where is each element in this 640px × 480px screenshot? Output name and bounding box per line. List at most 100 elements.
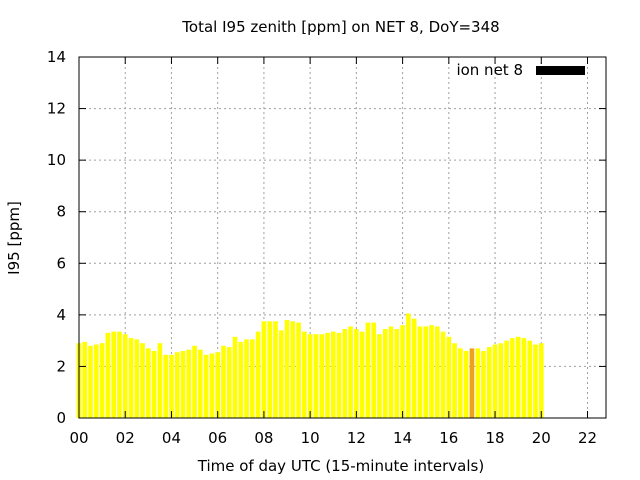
bar (244, 339, 249, 418)
bar (122, 334, 128, 418)
x-tick-label: 02 (116, 429, 135, 447)
x-tick-label: 14 (393, 429, 412, 447)
bar (359, 331, 365, 418)
bar (434, 326, 440, 418)
bar (371, 322, 377, 418)
bar (492, 344, 498, 418)
bar (400, 325, 405, 418)
bar (429, 325, 434, 418)
bar (486, 347, 492, 418)
bar (469, 348, 475, 418)
bar (146, 348, 151, 418)
bar (267, 321, 273, 418)
bar (313, 334, 319, 418)
bar (203, 354, 209, 418)
bar (250, 339, 255, 418)
bar (330, 331, 336, 418)
bar (278, 330, 284, 418)
bar (180, 350, 186, 418)
bar (423, 326, 429, 418)
bar (273, 321, 278, 418)
bar (527, 340, 533, 418)
bar (538, 343, 544, 418)
x-axis-label: Time of day UTC (15-minute intervals) (197, 457, 484, 475)
bar (458, 348, 463, 418)
y-tick-label: 10 (47, 151, 66, 169)
bar (406, 313, 411, 418)
bar (394, 329, 400, 418)
x-tick-label: 06 (208, 429, 227, 447)
bar (388, 326, 394, 418)
bar (226, 347, 232, 418)
bar (140, 343, 145, 418)
bar (261, 321, 267, 418)
bar (255, 331, 261, 418)
legend-swatch (536, 66, 585, 75)
bar (463, 350, 469, 418)
legend: ion net 8 (456, 61, 585, 79)
bar (94, 344, 99, 418)
y-tick-label: 2 (56, 357, 66, 375)
bar (232, 336, 238, 418)
y-tick-labels: 0 2 4 6 8 10 12 14 (47, 48, 66, 427)
x-tick-label: 12 (347, 429, 366, 447)
bars (76, 313, 544, 418)
bar (209, 353, 215, 418)
bar (325, 332, 330, 418)
bar (510, 338, 515, 418)
bar (134, 339, 140, 418)
bar (382, 329, 388, 418)
bar (215, 352, 220, 418)
bar (498, 343, 504, 418)
bar (157, 343, 163, 418)
bar (440, 331, 446, 418)
x-tick-label: 08 (254, 429, 273, 447)
bar (169, 354, 174, 418)
bar (348, 326, 353, 418)
bar (307, 334, 313, 418)
bar (174, 352, 180, 418)
bar (163, 354, 168, 418)
bar (284, 320, 290, 418)
bar (151, 350, 157, 418)
bar (198, 349, 203, 418)
bar (105, 332, 111, 418)
bar (128, 338, 134, 418)
bar (82, 341, 88, 418)
bar (319, 334, 325, 418)
bar (88, 345, 93, 418)
y-tick-label: 14 (47, 48, 66, 66)
bar (365, 322, 371, 418)
x-tick-label: 18 (486, 429, 505, 447)
bar (533, 344, 538, 418)
bar (377, 334, 382, 418)
bar (186, 349, 192, 418)
bar (481, 350, 486, 418)
y-tick-label: 0 (56, 409, 66, 427)
bar (521, 338, 527, 418)
bar (452, 343, 457, 418)
y-tick-label: 6 (56, 254, 66, 272)
bar (336, 332, 342, 418)
bar (238, 341, 244, 418)
x-tick-label: 22 (578, 429, 597, 447)
bar (504, 340, 509, 418)
plot-frame (78, 56, 607, 419)
bar (99, 343, 105, 418)
x-tick-label: 20 (532, 429, 551, 447)
y-tick-label: 4 (56, 306, 66, 324)
y-axis-label: I95 [ppm] (5, 201, 23, 275)
bar (475, 348, 481, 418)
axis-ticks (78, 56, 606, 419)
bar (515, 336, 521, 418)
chart-title: Total I95 zenith [ppm] on NET 8, DoY=348 (181, 18, 499, 36)
x-tick-label: 00 (69, 429, 88, 447)
x-tick-label: 04 (162, 429, 181, 447)
bar (290, 321, 296, 418)
legend-label: ion net 8 (456, 61, 523, 79)
bar (221, 345, 226, 418)
bar (342, 329, 348, 418)
bar (302, 331, 307, 418)
bar (296, 322, 301, 418)
